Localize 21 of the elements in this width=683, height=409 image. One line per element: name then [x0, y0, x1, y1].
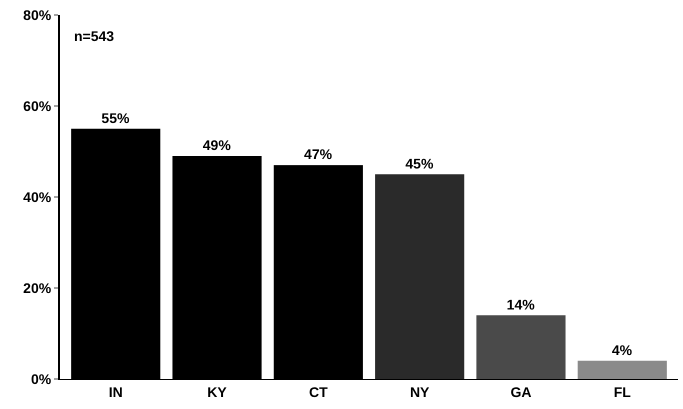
- y-tick-label: 40%: [23, 188, 52, 205]
- y-tick-label: 20%: [23, 280, 52, 296]
- bar: [476, 315, 566, 379]
- x-tick-label: KY: [207, 384, 228, 400]
- data-label: 4%: [612, 342, 633, 358]
- data-label: 14%: [506, 296, 536, 312]
- data-label: 45%: [405, 155, 434, 172]
- y-tick-label: 60%: [23, 98, 52, 114]
- x-tick-label: CT: [309, 384, 328, 400]
- y-tick-label: 80%: [23, 6, 52, 23]
- x-tick-label: NY: [410, 384, 430, 400]
- data-label: 55%: [101, 110, 130, 126]
- x-tick-label: FL: [614, 384, 632, 400]
- data-label: 49%: [202, 137, 232, 154]
- y-tick-label: 0%: [30, 370, 52, 387]
- bar: [578, 360, 667, 379]
- data-label: 47%: [304, 146, 333, 162]
- x-tick-label: IN: [108, 384, 123, 400]
- annotation: n=543: [74, 28, 114, 44]
- x-tick-label: GA: [510, 384, 532, 400]
- bar: [375, 174, 464, 379]
